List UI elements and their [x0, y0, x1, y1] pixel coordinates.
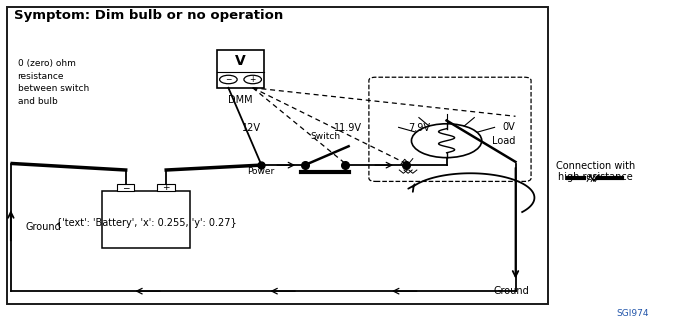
Bar	[217, 50, 264, 88]
Text: Ground: Ground	[494, 286, 529, 296]
Text: DMM: DMM	[228, 95, 253, 105]
Text: 0V: 0V	[503, 122, 515, 131]
Text: 0 (zero) ohm
resistance
between switch
and bulb: 0 (zero) ohm resistance between switch a…	[18, 59, 89, 106]
Text: 12V: 12V	[242, 123, 261, 132]
Text: Ground: Ground	[26, 222, 62, 232]
Text: 11.9V: 11.9V	[334, 123, 362, 132]
Text: −: −	[225, 75, 232, 84]
Text: Load: Load	[492, 136, 515, 146]
Text: Symptom: Dim bulb or no operation: Symptom: Dim bulb or no operation	[14, 9, 284, 22]
Text: +: +	[162, 183, 170, 192]
Text: V: V	[235, 54, 246, 68]
Text: Power: Power	[247, 167, 274, 176]
Text: Connection with
high resistance: Connection with high resistance	[556, 161, 635, 182]
Bar	[158, 184, 175, 191]
Bar	[7, 7, 548, 303]
Text: 7.9V: 7.9V	[408, 123, 430, 132]
Text: {'text': 'Battery', 'x': 0.255, 'y': 0.27}: {'text': 'Battery', 'x': 0.255, 'y': 0.2…	[56, 217, 236, 228]
Text: SGI974: SGI974	[617, 309, 649, 318]
Text: +: +	[250, 75, 256, 84]
Bar	[117, 184, 135, 191]
Text: Switch: Switch	[310, 132, 340, 141]
Text: −: −	[122, 183, 129, 192]
Bar	[102, 191, 190, 248]
